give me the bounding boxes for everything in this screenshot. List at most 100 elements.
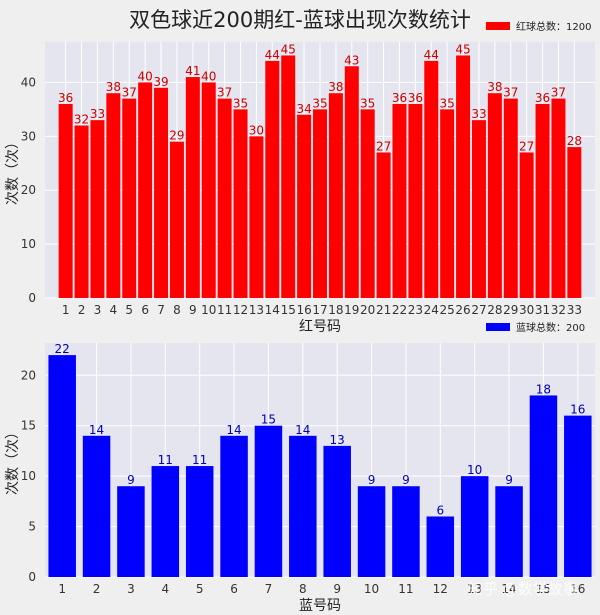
red-value-label: 37 <box>217 86 232 100</box>
red-x-tick-label: 32 <box>551 303 566 317</box>
red-bar-1 <box>58 103 73 299</box>
chart-title: 双色球近200期红-蓝球出现次数统计 <box>129 8 471 32</box>
blue-bar-13 <box>460 476 489 577</box>
red-x-tick-label: 20 <box>360 303 375 317</box>
blue-value-label: 14 <box>295 423 310 437</box>
blue-legend-label: 蓝球总数：200 <box>516 321 585 334</box>
red-bar-7 <box>154 87 169 299</box>
blue-x-tick-label: 2 <box>93 582 101 596</box>
blue-value-label: 11 <box>158 453 173 467</box>
red-bar-10 <box>201 82 216 298</box>
red-bar-12 <box>233 109 248 298</box>
red-x-tick-label: 3 <box>94 303 102 317</box>
blue-y-tick-label: 20 <box>21 368 36 382</box>
blue-x-tick-label: 10 <box>364 582 379 596</box>
red-x-tick-label: 16 <box>296 303 311 317</box>
blue-bar-14 <box>495 486 523 577</box>
red-x-tick-label: 23 <box>408 303 423 317</box>
blue-bar-9 <box>323 445 351 577</box>
red-y-tick-label: 30 <box>21 129 36 143</box>
blue-x-tick-label: 3 <box>127 582 135 596</box>
red-value-label: 38 <box>328 80 343 94</box>
red-bar-14 <box>265 60 280 298</box>
red-y-tick-label: 40 <box>21 75 36 89</box>
red-value-label: 35 <box>312 96 327 110</box>
blue-bar-12 <box>426 516 455 577</box>
red-x-tick-label: 1 <box>62 303 70 317</box>
red-value-label: 36 <box>408 91 423 105</box>
blue-legend-swatch <box>486 323 510 331</box>
red-value-label: 37 <box>503 86 518 100</box>
blue-x-tick-label: 12 <box>433 582 448 596</box>
red-value-label: 36 <box>58 91 73 105</box>
red-bar-21 <box>376 152 391 298</box>
red-x-tick-label: 18 <box>328 303 343 317</box>
red-bar-23 <box>408 103 423 299</box>
blue-value-label: 10 <box>467 463 482 477</box>
red-bar-20 <box>360 109 375 298</box>
red-bar-30 <box>519 152 534 298</box>
red-x-tick-label: 10 <box>201 303 216 317</box>
blue-bar-7 <box>254 425 283 577</box>
blue-x-axis-label: 蓝号码 <box>299 598 341 614</box>
blue-y-tick-label: 0 <box>28 570 36 584</box>
blue-x-tick-label: 8 <box>299 582 307 596</box>
red-x-tick-label: 28 <box>487 303 502 317</box>
blue-value-label: 18 <box>536 382 551 396</box>
red-bar-15 <box>281 55 296 299</box>
blue-value-label: 16 <box>570 403 585 417</box>
red-x-tick-label: 15 <box>281 303 296 317</box>
red-y-tick-label: 0 <box>28 291 36 305</box>
red-value-label: 40 <box>138 69 153 83</box>
red-x-tick-label: 24 <box>424 303 439 317</box>
red-x-tick-label: 14 <box>265 303 280 317</box>
red-y-tick-label: 10 <box>21 237 36 251</box>
red-x-tick-label: 19 <box>344 303 359 317</box>
red-value-label: 44 <box>424 48 439 62</box>
red-value-label: 32 <box>74 113 89 127</box>
red-bar-18 <box>328 93 343 298</box>
blue-value-label: 9 <box>368 473 376 487</box>
blue-value-label: 6 <box>436 503 444 517</box>
red-bar-2 <box>74 125 89 299</box>
blue-bar-16 <box>564 415 592 577</box>
blue-y-tick-label: 5 <box>28 520 36 534</box>
blue-value-label: 9 <box>505 473 513 487</box>
red-value-label: 38 <box>106 80 121 94</box>
red-bar-16 <box>297 114 312 298</box>
blue-x-tick-label: 4 <box>161 582 169 596</box>
red-bar-33 <box>567 147 582 298</box>
red-value-label: 41 <box>185 64 200 78</box>
red-x-tick-label: 2 <box>78 303 86 317</box>
red-bar-6 <box>138 82 153 298</box>
red-value-label: 36 <box>392 91 407 105</box>
red-value-label: 37 <box>122 86 137 100</box>
red-x-tick-label: 8 <box>173 303 181 317</box>
red-x-tick-label: 30 <box>519 303 534 317</box>
red-bar-25 <box>440 109 455 298</box>
blue-x-tick-label: 7 <box>265 582 273 596</box>
red-bar-24 <box>424 60 439 298</box>
watermark: 知乎 @数学故事 <box>468 580 578 598</box>
red-x-tick-label: 17 <box>312 303 327 317</box>
blue-value-label: 13 <box>330 433 345 447</box>
red-legend-label: 红球总数：1200 <box>516 20 591 33</box>
blue-bar-3 <box>117 486 145 577</box>
red-bar-32 <box>551 98 566 298</box>
blue-x-tick-label: 13 <box>467 582 482 596</box>
blue-x-tick-label: 15 <box>536 582 551 596</box>
blue-x-tick-label: 5 <box>196 582 204 596</box>
blue-value-label: 14 <box>226 423 241 437</box>
blue-value-label: 9 <box>127 473 135 487</box>
red-x-tick-label: 13 <box>249 303 264 317</box>
blue-bar-4 <box>151 466 180 577</box>
red-x-tick-label: 4 <box>110 303 118 317</box>
red-value-label: 29 <box>169 129 184 143</box>
red-x-tick-label: 6 <box>141 303 149 317</box>
blue-value-label: 11 <box>192 453 207 467</box>
blue-bar-1 <box>48 355 76 577</box>
blue-value-label: 14 <box>89 423 104 437</box>
red-x-tick-label: 31 <box>535 303 550 317</box>
red-bar-29 <box>503 98 518 298</box>
